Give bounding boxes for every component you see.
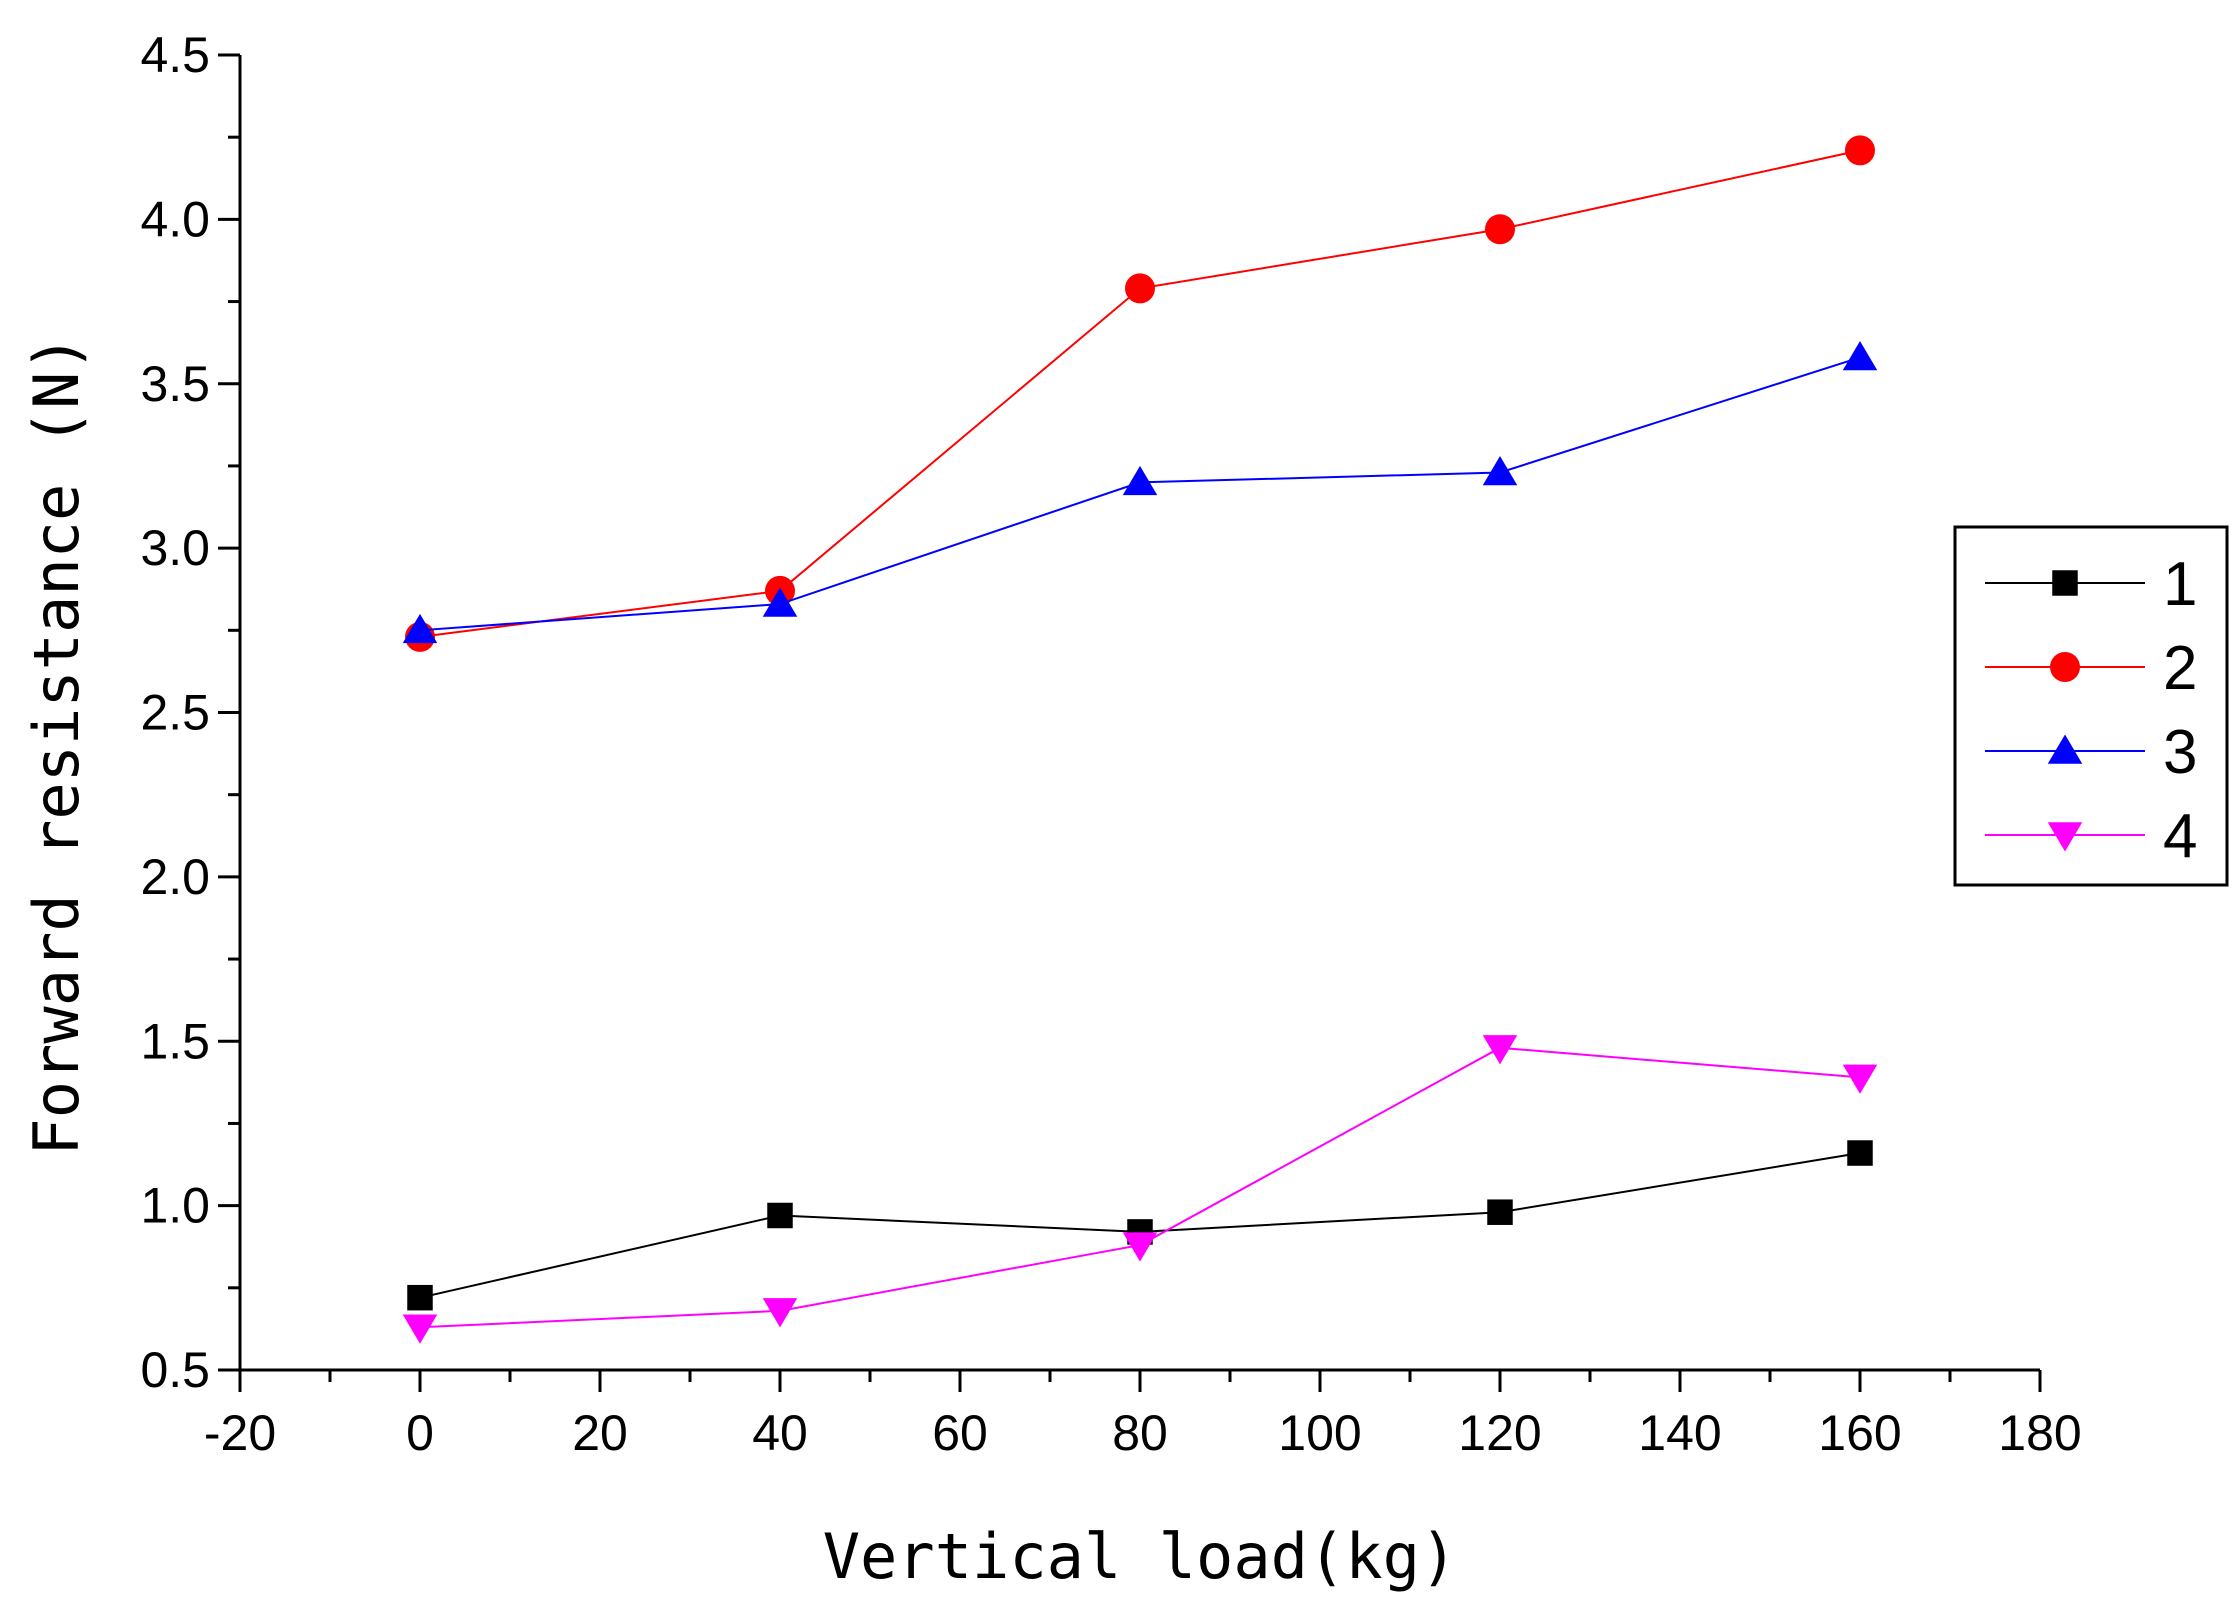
data-point bbox=[762, 1298, 798, 1328]
data-point bbox=[1842, 340, 1878, 371]
data-point bbox=[1842, 1064, 1878, 1094]
data-point bbox=[1125, 273, 1155, 304]
x-tick-label: 140 bbox=[1638, 1405, 1721, 1461]
y-tick-label: 3.5 bbox=[140, 356, 210, 412]
x-tick-label: 0 bbox=[406, 1405, 434, 1461]
legend-marker bbox=[2052, 570, 2078, 596]
x-tick-label: -20 bbox=[204, 1405, 276, 1461]
y-tick-label: 1.0 bbox=[140, 1178, 210, 1234]
data-point bbox=[1122, 465, 1158, 496]
axes: -20 0 20 40 60 80 100 120 140 160 180 0.5 1.0 1.5 2.0 2… bbox=[140, 27, 2081, 1461]
legend-marker bbox=[2047, 734, 2083, 764]
legend-label: 4 bbox=[2163, 802, 2197, 871]
y-tick-label: 4.0 bbox=[140, 191, 210, 247]
x-tick-label: 180 bbox=[1998, 1405, 2081, 1461]
data-point bbox=[1847, 1140, 1873, 1166]
y-tick-label: 3.0 bbox=[140, 520, 210, 576]
legend-item-3: 3 bbox=[1985, 718, 2197, 787]
data-point bbox=[1845, 135, 1875, 166]
series-3 bbox=[402, 340, 1878, 644]
series-4 bbox=[402, 1035, 1878, 1344]
data-point bbox=[767, 1202, 793, 1229]
legend: 1 2 3 4 bbox=[1953, 525, 2229, 887]
y-tick-label: 0.5 bbox=[140, 1342, 210, 1398]
series-1 bbox=[407, 1140, 1873, 1311]
legend-item-1: 1 bbox=[1985, 550, 2197, 619]
data-point bbox=[402, 613, 438, 644]
x-tick-label: 60 bbox=[932, 1405, 988, 1461]
data-point bbox=[762, 587, 798, 617]
legend-marker bbox=[2047, 822, 2083, 852]
x-tick-label: 160 bbox=[1818, 1405, 1901, 1461]
x-tick-label: 40 bbox=[752, 1405, 808, 1461]
legend-box bbox=[1953, 525, 2229, 887]
y-tick-label: 2.5 bbox=[140, 685, 210, 741]
legend-label: 3 bbox=[2163, 718, 2197, 787]
series-layer bbox=[402, 135, 1878, 1344]
legend-marker bbox=[2050, 652, 2080, 682]
data-point bbox=[1485, 214, 1515, 245]
x-tick-label: 100 bbox=[1278, 1405, 1361, 1461]
legend-label: 2 bbox=[2163, 634, 2197, 703]
data-point bbox=[402, 1314, 438, 1344]
y-tick-label: 4.5 bbox=[140, 27, 210, 83]
data-point bbox=[1122, 1232, 1158, 1262]
series-2 bbox=[405, 135, 1875, 652]
x-tick-label: 120 bbox=[1458, 1405, 1541, 1461]
y-tick-label: 1.5 bbox=[140, 1013, 210, 1069]
legend-item-4: 4 bbox=[1985, 802, 2197, 871]
data-point bbox=[407, 1284, 433, 1311]
x-tick-label: 20 bbox=[572, 1405, 628, 1461]
data-point bbox=[1482, 456, 1518, 486]
legend-label: 1 bbox=[2163, 550, 2197, 619]
x-axis-title: Vertical load(kg) bbox=[823, 1520, 1458, 1593]
data-point bbox=[1487, 1199, 1513, 1225]
data-point bbox=[1482, 1035, 1518, 1065]
x-tick-label: 80 bbox=[1112, 1405, 1168, 1461]
y-axis-title: Forward resistance (N) bbox=[20, 334, 93, 1155]
series-line bbox=[419, 149, 1861, 638]
legend-item-2: 2 bbox=[1985, 634, 2197, 703]
y-tick-label: 2.0 bbox=[140, 849, 210, 905]
